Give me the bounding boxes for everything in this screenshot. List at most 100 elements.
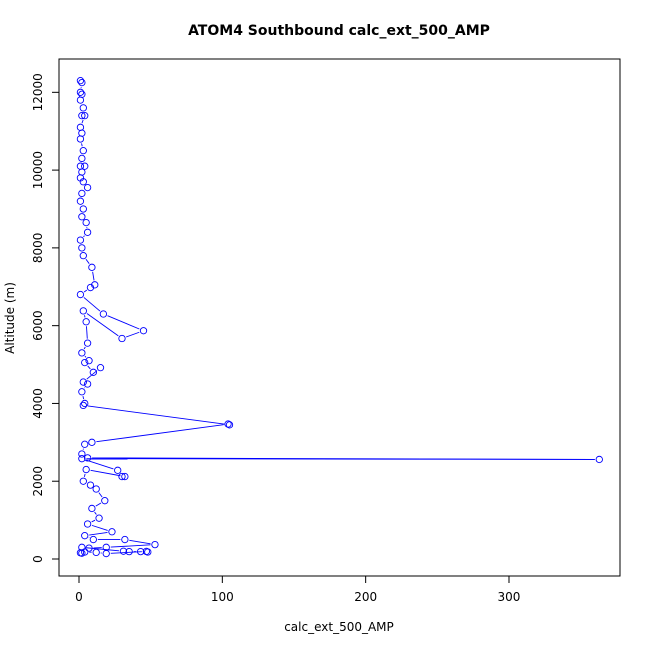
data-point (76, 77, 85, 85)
data-point (78, 189, 86, 198)
data-point (139, 327, 148, 335)
series-line-segment (129, 539, 151, 545)
x-tick-label: 0 (75, 590, 83, 604)
data-point (76, 549, 85, 557)
data-point (86, 283, 95, 292)
series-line-segment (90, 469, 121, 477)
data-point (99, 310, 108, 318)
series-line-segment (110, 544, 151, 548)
data-point (78, 112, 86, 120)
data-point (78, 168, 86, 176)
data-point (76, 197, 85, 205)
data-point (76, 135, 85, 143)
series-line-segment (83, 289, 88, 293)
series-line-segment (86, 313, 119, 337)
series-line-segment (107, 315, 140, 330)
y-axis: 0 2000 4000 6000 8000 10000 12000 (31, 73, 60, 563)
data-point (83, 454, 92, 462)
y-tick-label: 0 (31, 555, 45, 563)
data-point (79, 178, 87, 186)
data-point (121, 535, 129, 544)
plot-box (58, 58, 621, 577)
data-point (78, 154, 86, 163)
data-point (78, 455, 86, 463)
data-point (79, 104, 87, 112)
data-point (81, 532, 89, 540)
y-axis-label: Altitude (m) (3, 282, 17, 354)
data-point (76, 123, 85, 131)
data-point (79, 252, 87, 260)
x-tick-label: 300 (498, 590, 521, 604)
y-tick-label: 4000 (31, 388, 45, 419)
data-point (85, 357, 93, 365)
data-point (136, 547, 145, 556)
data-point (83, 520, 92, 528)
data-point (81, 112, 89, 120)
series-line-segment (81, 143, 83, 147)
data-point (224, 420, 232, 428)
y-tick-label: 2000 (31, 466, 45, 497)
data-point (79, 147, 87, 155)
data-point (79, 378, 87, 386)
data-point (92, 548, 100, 557)
data-point (81, 162, 89, 170)
data-point (76, 236, 85, 244)
data-point (78, 90, 86, 98)
data-point (83, 183, 92, 192)
data-point (79, 477, 87, 485)
data-point (81, 399, 89, 408)
data-point (78, 244, 86, 252)
y-tick-label: 12000 (31, 73, 45, 111)
data-point (82, 465, 90, 474)
series-line-segment (84, 315, 86, 318)
y-tick-label: 8000 (31, 233, 45, 264)
series-line-segment (83, 297, 101, 312)
data-point (78, 450, 86, 458)
series-line-segment (83, 235, 85, 238)
data-point (142, 547, 151, 556)
series-line-segment (92, 271, 95, 281)
series-line-segment (96, 424, 224, 443)
x-tick-label: 100 (211, 590, 234, 604)
data-point (85, 544, 93, 552)
series-line-segment (86, 458, 595, 460)
data-point (76, 88, 85, 96)
data-point (79, 205, 87, 213)
data-point (83, 380, 92, 388)
data-point (595, 455, 603, 464)
series-line-segment (94, 511, 97, 515)
data-point (82, 318, 90, 326)
x-axis: 0 100 200 300 (75, 575, 521, 604)
series-line-segment (91, 519, 96, 523)
data-point (102, 549, 110, 558)
series-line-segment (126, 331, 140, 338)
data-point (118, 472, 126, 481)
data-point (88, 504, 96, 513)
data-point (76, 96, 85, 104)
series-line-segment (86, 459, 114, 470)
data-point (96, 364, 105, 372)
series-line-segment (98, 492, 103, 498)
data-point (83, 339, 92, 347)
data-point (81, 358, 89, 367)
y-tick-label: 10000 (31, 151, 45, 189)
data-point (125, 547, 133, 556)
data-point (151, 540, 159, 549)
data-point (78, 129, 86, 137)
data-point (78, 213, 86, 221)
data-point (79, 307, 87, 315)
series-line-segment (83, 346, 86, 350)
x-tick-label: 200 (354, 590, 377, 604)
data-point (86, 481, 95, 489)
data-point (114, 466, 122, 474)
chart-title: ATOM4 Southbound calc_ext_500_AMP (188, 23, 490, 39)
x-axis-label: calc_ext_500_AMP (284, 620, 394, 634)
data-point (119, 547, 128, 555)
data-point (88, 263, 96, 271)
data-point (78, 349, 86, 357)
data-point (95, 514, 103, 522)
data-point (118, 334, 126, 343)
data-point (81, 440, 89, 448)
data-point (78, 388, 86, 396)
